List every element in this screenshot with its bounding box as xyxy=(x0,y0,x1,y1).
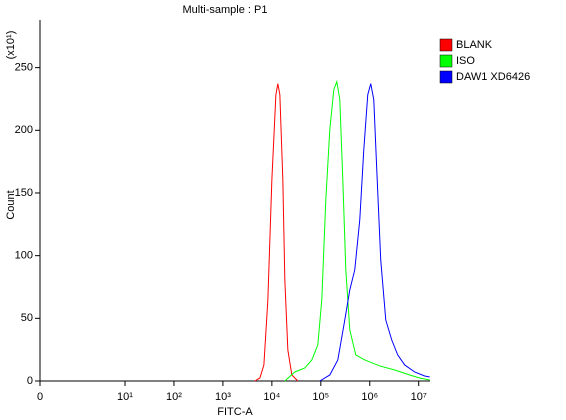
y-tick-label: 0 xyxy=(27,375,33,387)
x-tick-label: 10⁷ xyxy=(411,391,427,403)
y-tick-label: 150 xyxy=(15,187,33,199)
x-tick-label: 10² xyxy=(166,391,182,403)
legend-label: ISO xyxy=(456,55,475,67)
x-tick-label: 10³ xyxy=(215,391,231,403)
legend-swatch xyxy=(439,38,453,52)
y-tick-label: 100 xyxy=(15,250,33,262)
chart-title: Multi-sample : P1 xyxy=(183,4,268,16)
legend-label: BLANK xyxy=(456,39,493,51)
x-axis-label: FITC-A xyxy=(217,406,253,418)
histogram-line xyxy=(319,83,430,382)
y-tick-label: 250 xyxy=(15,62,33,74)
x-tick-label: 10¹ xyxy=(117,391,133,403)
legend-label: DAW1 XD6426 xyxy=(456,71,530,83)
y-tick-label: 50 xyxy=(21,312,33,324)
x-tick-label: 10⁶ xyxy=(361,391,378,403)
y-axis-label: Count xyxy=(5,190,17,219)
x-tick-label: 0 xyxy=(37,391,43,403)
histogram-line xyxy=(284,79,430,382)
y-tick-label: 200 xyxy=(15,124,33,136)
x-tick-label: 10⁴ xyxy=(263,391,280,403)
legend-swatch xyxy=(439,54,453,68)
histogram-line xyxy=(254,83,299,382)
legend-swatch xyxy=(439,70,453,84)
y-multiplier: (x10¹) xyxy=(5,31,17,60)
x-tick-label: 10⁵ xyxy=(312,391,329,403)
